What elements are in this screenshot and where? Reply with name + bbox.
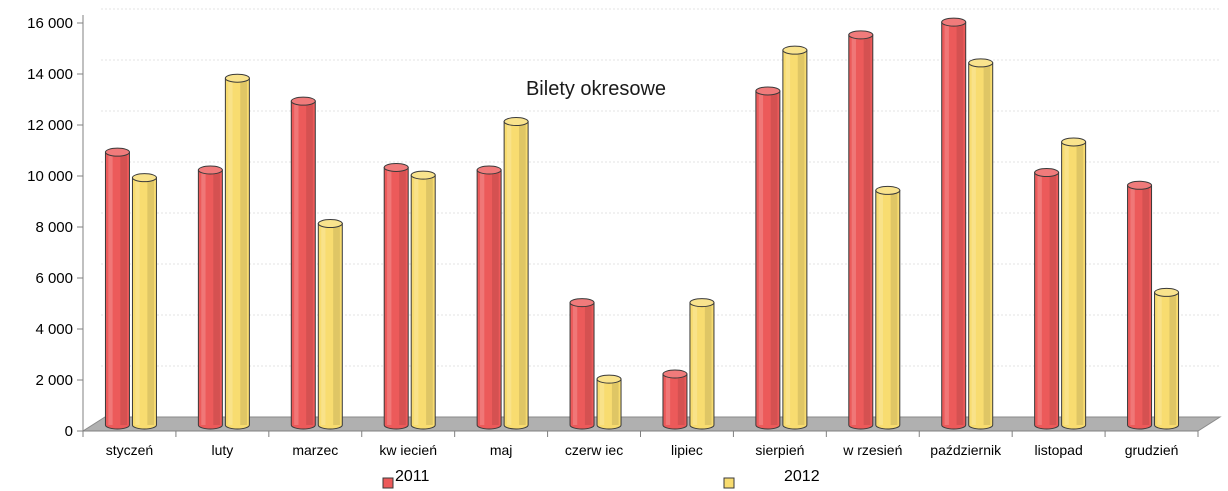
axes xyxy=(77,15,1199,437)
labels-layer: 0 2 000 4 000 6 000 8 000 10 000 12 000 14 000 1… xyxy=(27,15,1178,458)
y-tick-label: 8 000 xyxy=(35,219,73,236)
bar-2012 xyxy=(689,298,715,430)
y-tick-label: 4 000 xyxy=(35,321,73,338)
bar-2011 xyxy=(755,86,781,430)
bar-2011 xyxy=(569,298,595,430)
legend-item-2011: 2011 xyxy=(382,468,430,489)
x-category-label: w rzesień xyxy=(842,442,902,458)
y-tick-label: 6 000 xyxy=(35,270,73,287)
bars-layer xyxy=(104,17,1180,430)
bar-2011 xyxy=(476,165,502,430)
bar-2012 xyxy=(875,185,901,430)
bar-2011 xyxy=(1034,168,1060,430)
bar-2012 xyxy=(1154,287,1180,430)
bar-2012 xyxy=(596,374,622,430)
bar-2011 xyxy=(941,17,967,430)
x-category-label: luty xyxy=(211,442,233,458)
y-tick-label: 12 000 xyxy=(27,117,73,134)
grid-layer xyxy=(101,8,1220,367)
x-category-label: czerw iec xyxy=(565,442,623,458)
y-tick-label: 2 000 xyxy=(35,372,73,389)
x-category-label: maj xyxy=(490,442,513,458)
x-category-label: sierpień xyxy=(755,442,804,458)
y-tick-label: 0 xyxy=(65,423,73,440)
bar-2012 xyxy=(968,58,994,430)
x-category-label: marzec xyxy=(292,442,338,458)
bar-2011 xyxy=(104,147,130,430)
legend-label: 2011 xyxy=(395,468,430,485)
bar-2012 xyxy=(131,173,157,430)
bar-2012 xyxy=(317,219,343,430)
bar-2011 xyxy=(383,162,409,430)
y-tick-label: 14 000 xyxy=(27,66,73,83)
bar-2011 xyxy=(848,30,874,430)
bar-2011 xyxy=(290,96,316,430)
bar-2012 xyxy=(1061,137,1087,430)
bar-2012 xyxy=(503,117,529,430)
x-category-label: listopad xyxy=(1034,442,1082,458)
x-category-label: styczeń xyxy=(106,442,153,458)
bar-2012 xyxy=(224,73,250,430)
chart-title: Bilety okresowe xyxy=(526,78,666,100)
legend-swatch xyxy=(723,477,735,489)
x-category-label: kw iecień xyxy=(379,442,437,458)
x-category-label: grudzień xyxy=(1125,442,1179,458)
bar-2011 xyxy=(1127,180,1153,430)
legend-label: 2012 xyxy=(784,468,820,485)
bar-2011 xyxy=(662,369,688,430)
y-tick-label: 10 000 xyxy=(27,168,73,185)
bar-2012 xyxy=(782,45,808,430)
x-category-label: październik xyxy=(930,442,1002,458)
bar-2012 xyxy=(410,170,436,430)
x-category-label: lipiec xyxy=(671,442,703,458)
bar-2011 xyxy=(197,165,223,430)
legend-item-2012: 2012 xyxy=(723,468,820,489)
legend: 2011 2012 xyxy=(382,468,820,489)
legend-swatch xyxy=(382,477,394,489)
y-tick-label: 16 000 xyxy=(27,15,73,32)
